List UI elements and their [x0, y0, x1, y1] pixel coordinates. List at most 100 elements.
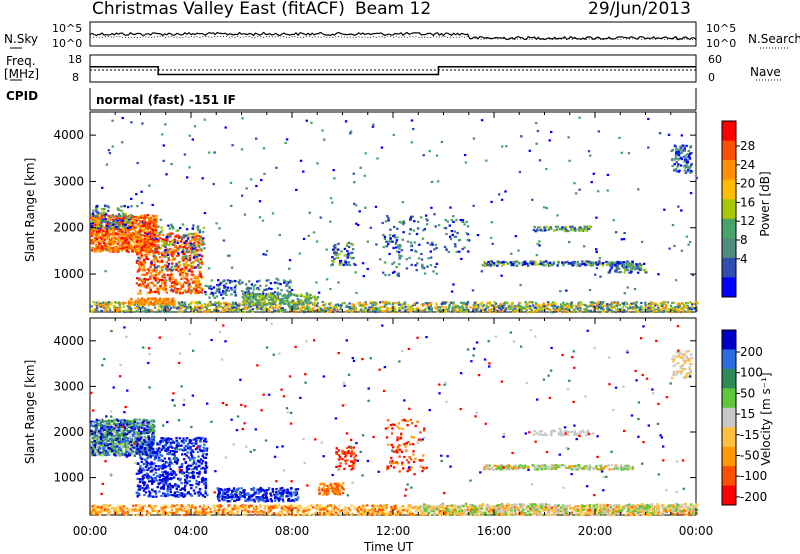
data-point [120, 249, 124, 252]
data-point [338, 253, 341, 256]
data-point [389, 240, 392, 243]
data-point [300, 303, 303, 306]
data-point [351, 305, 354, 308]
data-point [445, 308, 449, 311]
data-point [203, 247, 206, 250]
data-point [226, 286, 230, 289]
data-point [116, 232, 120, 235]
data-point [170, 285, 173, 288]
data-point [179, 270, 183, 273]
data-point [124, 231, 127, 234]
data-point [598, 260, 601, 263]
data-point [298, 307, 301, 310]
data-point [673, 244, 676, 248]
data-point [201, 231, 205, 234]
data-point [550, 263, 554, 266]
data-point [612, 302, 615, 305]
data-point [684, 154, 688, 157]
data-point [133, 221, 136, 224]
data-point [489, 261, 492, 264]
data-point [118, 444, 122, 447]
data-point [354, 306, 357, 309]
data-point [656, 306, 660, 309]
data-point [622, 261, 626, 264]
data-point [332, 169, 335, 172]
data-point [208, 304, 212, 307]
data-point [192, 233, 195, 236]
data-point [143, 278, 147, 281]
data-point [188, 283, 191, 286]
data-point [103, 450, 106, 453]
data-point [149, 233, 152, 236]
data-point [392, 301, 395, 305]
data-point [288, 305, 292, 308]
data-point [599, 305, 602, 308]
data-point [142, 229, 145, 232]
data-point [428, 149, 431, 153]
data-point [214, 309, 217, 312]
data-point [448, 305, 451, 308]
data-point [144, 309, 147, 312]
data-point [364, 301, 367, 304]
data-point [152, 252, 155, 255]
data-point [431, 241, 434, 244]
data-point [207, 302, 211, 305]
data-point [129, 214, 132, 217]
data-point [599, 301, 602, 304]
data-point [147, 282, 150, 285]
data-point [172, 306, 176, 309]
data-point [176, 229, 180, 232]
data-point [337, 242, 340, 245]
data-point [568, 306, 571, 309]
data-point [422, 266, 426, 270]
data-point [500, 309, 504, 312]
data-point [316, 162, 319, 165]
data-point [241, 194, 244, 197]
data-point [595, 261, 598, 264]
data-point [445, 248, 448, 251]
data-point [169, 302, 172, 305]
data-point [515, 260, 518, 263]
data-point [137, 284, 141, 287]
data-point [414, 264, 417, 267]
data-point [105, 223, 108, 226]
data-point [164, 288, 168, 291]
data-point [111, 225, 114, 229]
data-point [158, 298, 162, 301]
data-point [125, 217, 128, 220]
data-point [184, 234, 187, 237]
data-point [451, 309, 454, 312]
data-point [150, 220, 153, 223]
data-point [335, 256, 338, 259]
data-point [339, 307, 342, 310]
data-point [586, 228, 590, 231]
data-point [175, 229, 178, 233]
data-point [143, 224, 146, 227]
data-point [429, 304, 432, 307]
data-point [547, 228, 550, 231]
data-point [124, 236, 127, 239]
data-point [578, 229, 581, 232]
data-point [553, 304, 557, 307]
data-point [597, 130, 600, 133]
data-point [676, 303, 680, 306]
data-point [672, 169, 676, 172]
data-point [617, 308, 620, 311]
data-point [317, 291, 321, 294]
data-point [151, 203, 154, 206]
data-point [383, 261, 387, 264]
data-point [574, 192, 578, 195]
data-point [353, 202, 356, 205]
data-point [146, 284, 149, 287]
data-point [334, 248, 337, 251]
data-point [199, 235, 202, 238]
data-point [196, 249, 199, 252]
data-point [486, 301, 489, 304]
data-point [147, 278, 150, 281]
data-point [397, 274, 400, 278]
data-point [177, 265, 180, 268]
data-point [126, 240, 130, 243]
data-point [480, 270, 483, 273]
data-point [103, 238, 107, 241]
data-point [519, 308, 523, 311]
